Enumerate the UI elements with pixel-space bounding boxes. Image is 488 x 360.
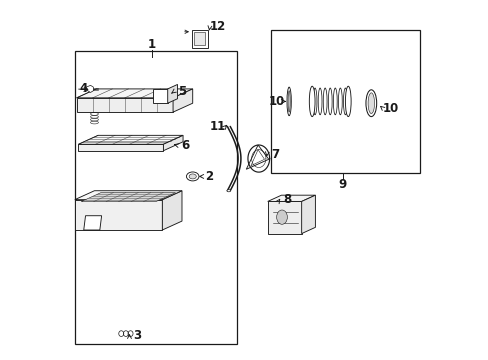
Ellipse shape: [287, 91, 290, 112]
Text: 10: 10: [382, 102, 398, 115]
Polygon shape: [162, 191, 182, 230]
Polygon shape: [77, 98, 173, 112]
Ellipse shape: [186, 172, 199, 181]
Ellipse shape: [226, 190, 230, 192]
Polygon shape: [75, 200, 162, 230]
Text: 7: 7: [270, 148, 278, 161]
Polygon shape: [173, 89, 192, 112]
Text: 4: 4: [80, 82, 88, 95]
Polygon shape: [167, 85, 177, 103]
Polygon shape: [75, 191, 182, 200]
Polygon shape: [267, 195, 315, 202]
Ellipse shape: [276, 210, 287, 224]
Ellipse shape: [365, 90, 376, 117]
Ellipse shape: [345, 86, 350, 117]
Text: 1: 1: [147, 38, 155, 51]
Polygon shape: [301, 195, 315, 234]
Text: 10: 10: [268, 95, 284, 108]
Bar: [192, 30, 207, 48]
Text: 8: 8: [283, 193, 291, 206]
Bar: [194, 32, 205, 45]
Polygon shape: [78, 144, 163, 151]
Text: 12: 12: [209, 20, 225, 33]
Text: 6: 6: [181, 139, 189, 152]
Polygon shape: [81, 193, 175, 202]
Polygon shape: [163, 135, 183, 151]
Polygon shape: [83, 216, 102, 230]
Ellipse shape: [189, 174, 196, 179]
Text: 9: 9: [338, 178, 346, 191]
Ellipse shape: [286, 87, 291, 116]
Ellipse shape: [367, 93, 374, 113]
Polygon shape: [77, 89, 192, 98]
Polygon shape: [86, 85, 93, 93]
Text: 11: 11: [209, 120, 225, 133]
Ellipse shape: [309, 86, 314, 117]
Polygon shape: [153, 89, 167, 103]
Text: 5: 5: [178, 85, 186, 98]
Polygon shape: [78, 135, 183, 144]
Bar: [75, 51, 237, 344]
Polygon shape: [267, 202, 301, 234]
Text: 2: 2: [204, 170, 212, 183]
Bar: [271, 30, 419, 173]
Text: 3: 3: [133, 329, 141, 342]
